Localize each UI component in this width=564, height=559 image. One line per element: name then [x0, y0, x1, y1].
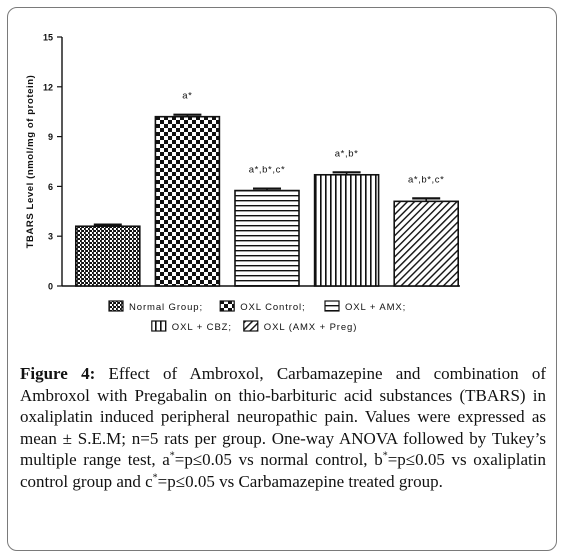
- bar-4: [313, 173, 380, 287]
- bar-5: [393, 200, 460, 287]
- y-tick-label: 15: [43, 33, 53, 43]
- bar-1: [75, 225, 141, 287]
- caption-text-2: =p≤0.05 vs normal control, b: [174, 450, 383, 469]
- significance-label: a*: [182, 91, 192, 102]
- legend-label: OXL (AMX + Preg): [264, 322, 358, 333]
- caption-sup-1: *: [169, 450, 175, 462]
- legend-swatch: [219, 300, 235, 312]
- figure-label: Figure 4:: [20, 364, 96, 383]
- significance-label: a*,b*,c*: [249, 165, 286, 176]
- y-tick-label: 3: [48, 232, 53, 242]
- bar-chart: 0 3 6 9 12 15 TBARS Level (nmol/mg of protein)…: [25, 33, 460, 333]
- caption-sup-2: *: [382, 450, 388, 462]
- bar-3: [234, 189, 300, 287]
- legend-swatch: [151, 320, 167, 332]
- y-tick-label: 12: [43, 82, 53, 92]
- legend-label: OXL + AMX;: [345, 302, 406, 313]
- caption-text-1: Effect of Ambroxol, Carbamazepine and co…: [20, 364, 546, 469]
- legend-swatch: [108, 300, 124, 312]
- y-tick-label: 0: [48, 282, 53, 292]
- caption-text-4: =p≤0.05 vs Carbamazepine treated group.: [157, 471, 443, 491]
- significance-label: a*,b*: [335, 148, 359, 159]
- bar-2: [154, 115, 221, 287]
- figure-caption: Figure 4: Effect of Ambroxol, Carbamazep…: [20, 363, 546, 492]
- legend-label: OXL + CBZ;: [172, 322, 232, 333]
- caption-sup-3: *: [152, 471, 158, 483]
- legend-swatch: [324, 300, 340, 312]
- legend-swatch: [243, 320, 259, 332]
- y-tick-label: 9: [48, 132, 53, 142]
- significance-label: a*,b*,c*: [408, 174, 445, 185]
- caption-text-3: =p≤0.05 vs oxaliplatin control group and…: [20, 450, 546, 491]
- y-tick-label: 6: [48, 182, 53, 192]
- legend-label: Normal Group;: [129, 302, 203, 313]
- legend-label: OXL Control;: [240, 302, 305, 313]
- y-axis-title: TBARS Level (nmol/mg of protein): [25, 75, 36, 249]
